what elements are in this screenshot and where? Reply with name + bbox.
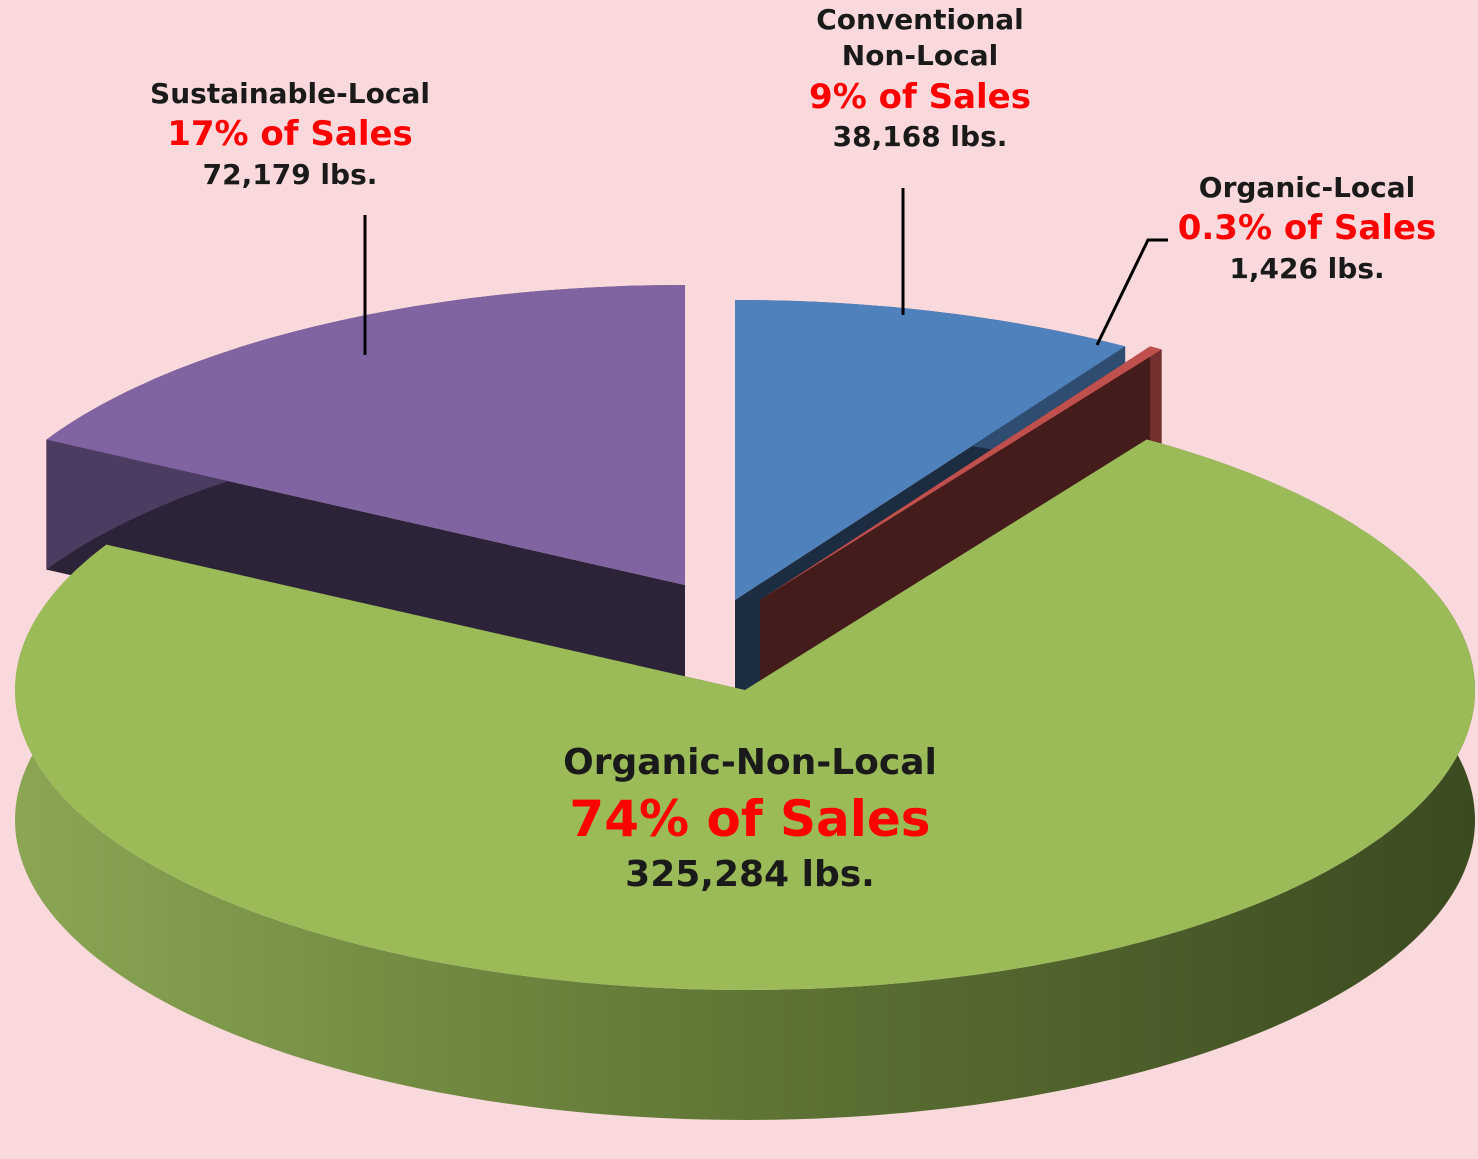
slice-label: Sustainable-Local 17% of Sales 72,179 lb… <box>110 76 470 193</box>
slice-label: Conventional Non-Local 9% of Sales 38,16… <box>790 2 1050 155</box>
weight-label: 38,168 lbs. <box>832 119 1008 153</box>
slices <box>15 285 1475 1120</box>
slice-wall <box>15 439 1475 1120</box>
percent-label: 17% of Sales <box>167 114 413 155</box>
category-label: Organic-Local <box>1198 171 1416 204</box>
weight-label: 72,179 lbs. <box>202 157 378 191</box>
weight-label: 1,426 lbs. <box>1229 251 1385 285</box>
weight-label: 325,284 lbs. <box>625 853 875 895</box>
slice <box>15 439 1475 990</box>
slice <box>46 285 685 585</box>
category-label: Conventional Non-Local <box>816 3 1024 73</box>
leader-line <box>1095 238 1168 346</box>
slice-label: Organic-Non-Local 74% of Sales 325,284 l… <box>450 740 1050 899</box>
slice <box>760 346 1162 600</box>
percent-label: 74% of Sales <box>569 789 931 848</box>
slice-label: Organic-Local 0.3% of Sales 1,426 lbs. <box>1147 170 1467 287</box>
percent-label: 0.3% of Sales <box>1177 208 1437 249</box>
category-label: Organic-Non-Local <box>563 742 937 783</box>
percent-label: 9% of Sales <box>809 76 1031 117</box>
category-label: Sustainable-Local <box>150 77 430 110</box>
slice <box>735 300 1126 600</box>
